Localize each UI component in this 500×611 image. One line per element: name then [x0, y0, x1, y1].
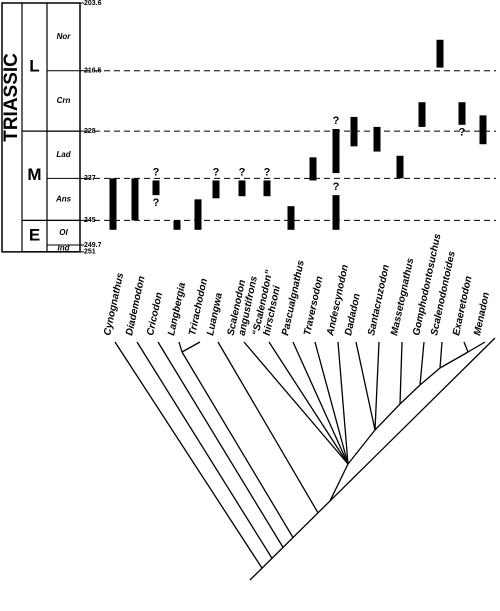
branch: [347, 429, 376, 465]
uncertainty-mark: ?: [333, 115, 340, 127]
tick-label: 249.7: [84, 242, 102, 249]
range-bar: [436, 39, 444, 68]
branch: [243, 341, 349, 465]
uncertainty-mark: ?: [239, 166, 246, 178]
branch: [419, 367, 441, 386]
tick-label: 203.6: [84, 0, 102, 7]
branch: [374, 341, 380, 431]
branch: [249, 337, 496, 581]
range-bar: [373, 126, 381, 152]
epoch-label: M: [27, 165, 41, 184]
timescale: TRIASSIC203.6216.5228237245249.7251LMENo…: [1, 0, 496, 256]
branch: [374, 403, 401, 431]
stage-label: Nor: [57, 32, 72, 41]
taxon-name: Pascualgnathus: [280, 259, 307, 337]
branch: [114, 341, 263, 569]
branch: [181, 351, 294, 538]
range-bar: [109, 178, 117, 230]
taxon-name: Langbergia: [166, 281, 188, 336]
taxon-name: Menadon: [472, 291, 492, 336]
range-bar: [173, 220, 181, 230]
taxon-name: Cricodon: [145, 291, 165, 336]
range-bar: [350, 116, 358, 147]
uncertainty-mark: ?: [264, 166, 271, 178]
branch: [337, 341, 349, 465]
branch: [329, 463, 349, 502]
branch: [178, 341, 183, 353]
stage-label: Lad: [56, 150, 71, 159]
epoch-label: E: [29, 226, 40, 245]
branch: [314, 341, 349, 465]
branch: [268, 341, 349, 465]
range-bar: [332, 195, 340, 230]
stage-label: Ind: [58, 244, 71, 253]
range-bar: [131, 178, 139, 221]
period-label: TRIASSIC: [1, 53, 22, 142]
range-bar: [309, 157, 317, 181]
tick-label: 216.5: [84, 68, 102, 75]
branch: [467, 341, 486, 353]
taxon-name: Exaeretodon: [451, 275, 474, 337]
range-bar: [238, 180, 246, 197]
range-bar: [287, 206, 295, 230]
stage-label: Ans: [55, 194, 72, 203]
uncertainty-mark: ?: [213, 166, 220, 178]
branch: [439, 341, 443, 369]
stage-label: Ol: [59, 228, 68, 237]
taxon-name: Diademodon: [124, 275, 147, 337]
taxon-ranges: ????????: [109, 39, 487, 230]
epoch-label: L: [29, 57, 39, 76]
uncertainty-mark: ?: [333, 181, 340, 193]
branch: [181, 341, 201, 353]
branch: [463, 341, 469, 353]
taxon-name: Santacruzodon: [366, 264, 392, 337]
taxon-name: Traversodon: [302, 275, 325, 336]
range-bar: [418, 102, 426, 127]
branch: [439, 351, 469, 369]
range-bar: [396, 155, 404, 179]
range-bar: [479, 115, 487, 145]
branch: [355, 341, 376, 431]
uncertainty-mark: ?: [153, 166, 160, 178]
branch: [399, 341, 403, 405]
branch: [419, 341, 425, 386]
range-bar: [458, 102, 466, 125]
taxon-name: Dadadon: [343, 292, 363, 336]
cladogram: [114, 337, 496, 581]
range-bar: [152, 180, 160, 196]
range-bar: [212, 180, 220, 199]
branch: [136, 341, 273, 559]
taxon-name: Cynognathus: [102, 271, 126, 336]
branch: [292, 341, 349, 465]
uncertainty-mark: ?: [153, 197, 160, 209]
tick-label: 251: [84, 249, 96, 256]
stage-label: Crn: [57, 96, 71, 105]
range-bar: [332, 129, 340, 174]
range-bar: [194, 199, 202, 230]
branch: [217, 341, 319, 514]
branch: [399, 384, 421, 405]
branch: [157, 341, 284, 548]
taxon-name: Luangwa: [205, 292, 225, 337]
uncertainty-mark: ?: [459, 127, 466, 139]
range-bar: [263, 180, 271, 197]
